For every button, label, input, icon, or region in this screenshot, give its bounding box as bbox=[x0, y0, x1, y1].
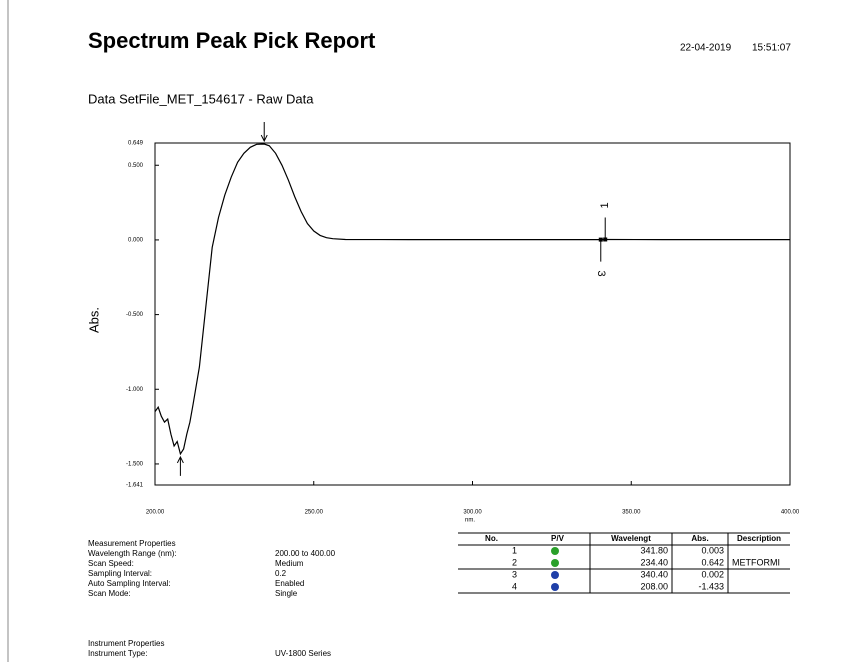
y-tick-label: 0.000 bbox=[128, 238, 144, 244]
prop-value: 200.00 to 400.00 bbox=[275, 549, 336, 558]
y-tick-label: -1.000 bbox=[126, 387, 144, 393]
report-title: Spectrum Peak Pick Report bbox=[88, 28, 376, 53]
prop-name: Scan Mode: bbox=[88, 589, 131, 598]
table-cell: 340.40 bbox=[640, 569, 668, 579]
prop-value: UV-1800 Series bbox=[275, 649, 331, 658]
table-cell: 1 bbox=[512, 545, 517, 555]
table-cell: 4 bbox=[512, 581, 517, 591]
table-cell: -1.433 bbox=[698, 581, 724, 591]
section-title: Instrument Properties bbox=[88, 639, 164, 648]
peak-label: 1 bbox=[599, 202, 611, 208]
pv-icons bbox=[551, 547, 559, 591]
table-cell: 0.642 bbox=[701, 557, 724, 567]
x-tick-label: 350.00 bbox=[622, 510, 641, 516]
peak-arrow bbox=[176, 455, 184, 476]
valley-icon bbox=[551, 583, 559, 591]
date: 22-04-2019 bbox=[680, 43, 732, 54]
table-cell: 341.80 bbox=[640, 545, 668, 555]
y-tick-label: 0.500 bbox=[128, 163, 144, 169]
prop-name: Instrument Type: bbox=[88, 649, 147, 658]
table-cell: 2 bbox=[512, 557, 517, 567]
column-header: No. bbox=[485, 534, 498, 543]
x-tick-label: 250.00 bbox=[305, 510, 324, 516]
x-tick-label: 400.00 bbox=[781, 510, 800, 516]
valley-icon bbox=[551, 571, 559, 579]
table-cell: 234.40 bbox=[640, 557, 668, 567]
prop-name: Scan Speed: bbox=[88, 559, 134, 568]
spectrum-line bbox=[154, 143, 790, 456]
y-tick-label: -1.500 bbox=[126, 462, 144, 468]
prop-name: Sampling Interval: bbox=[88, 569, 152, 578]
y-tick-label: -1.641 bbox=[126, 483, 144, 489]
prop-name: Auto Sampling Interval: bbox=[88, 579, 171, 588]
peak-icon bbox=[551, 559, 559, 567]
time: 15:51:07 bbox=[752, 43, 791, 54]
column-header: P/V bbox=[551, 534, 565, 543]
column-header: Description bbox=[737, 534, 781, 543]
x-axis-unit: nm. bbox=[465, 518, 475, 524]
column-header: Abs. bbox=[691, 534, 708, 543]
peak-arrow bbox=[260, 122, 268, 143]
x-tick-label: 300.00 bbox=[463, 510, 482, 516]
dataset-name: Data SetFile_MET_154617 - Raw Data bbox=[88, 91, 314, 106]
x-tick-label: 200.00 bbox=[146, 510, 165, 516]
column-header: Wavelengt bbox=[611, 534, 651, 543]
y-tick-label: 0.649 bbox=[128, 141, 144, 147]
table-cell: 0.003 bbox=[701, 545, 724, 555]
table-cell: 3 bbox=[512, 569, 517, 579]
table-cell: METFORMI bbox=[732, 557, 780, 567]
peak-icon bbox=[551, 547, 559, 555]
y-axis-label: Abs. bbox=[86, 307, 101, 333]
prop-value: Enabled bbox=[275, 579, 304, 588]
section-title: Measurement Properties bbox=[88, 539, 176, 548]
plot-frame bbox=[154, 142, 791, 486]
prop-value: 0.2 bbox=[275, 569, 287, 578]
table-cell: 208.00 bbox=[640, 581, 668, 591]
peak-label: 3 bbox=[595, 271, 607, 277]
prop-name: Wavelength Range (nm): bbox=[88, 549, 177, 558]
table-cell: 0.002 bbox=[701, 569, 724, 579]
prop-value: Medium bbox=[275, 559, 304, 568]
prop-value: Single bbox=[275, 589, 298, 598]
y-tick-label: -0.500 bbox=[126, 312, 144, 318]
